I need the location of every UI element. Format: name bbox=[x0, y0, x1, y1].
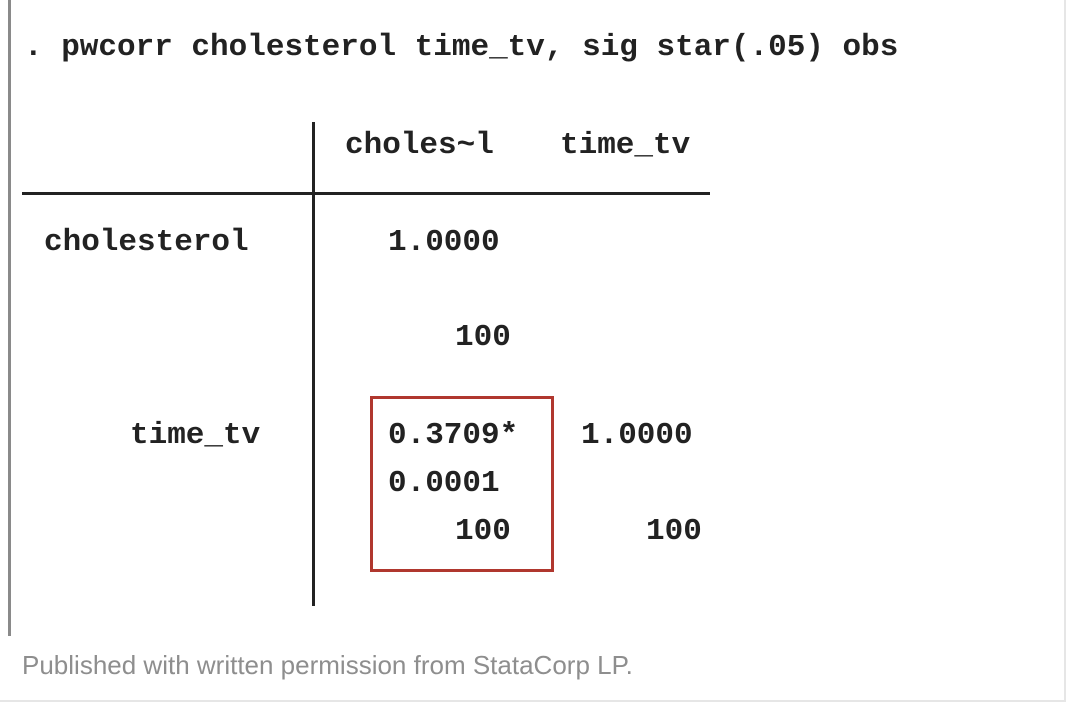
output-panel: . pwcorr cholesterol time_tv, sig star(.… bbox=[0, 0, 1066, 702]
caption: Published with written permission from S… bbox=[22, 650, 633, 680]
row-label-cholesterol: cholesterol bbox=[44, 225, 249, 260]
highlight-box bbox=[370, 396, 554, 572]
sig-time-tv-cholesterol: 0.0001 bbox=[388, 466, 500, 501]
command-line: . pwcorr cholesterol time_tv, sig star(.… bbox=[24, 30, 899, 65]
left-border-rule bbox=[8, 0, 11, 636]
corr-cholesterol-cholesterol: 1.0000 bbox=[388, 225, 500, 260]
column-header-time-tv: time_tv bbox=[560, 128, 691, 163]
obs-time-tv-cholesterol: 100 bbox=[455, 514, 511, 549]
row-label-time-tv: time_tv bbox=[130, 418, 261, 453]
column-header-cholesterol: choles~l bbox=[345, 128, 494, 163]
corr-time-tv-cholesterol: 0.3709* bbox=[388, 418, 519, 453]
table-horizontal-divider bbox=[22, 192, 710, 195]
table-vertical-divider bbox=[312, 122, 315, 606]
obs-time-tv-time-tv: 100 bbox=[646, 514, 702, 549]
obs-cholesterol-cholesterol: 100 bbox=[455, 320, 511, 355]
corr-time-tv-time-tv: 1.0000 bbox=[581, 418, 693, 453]
